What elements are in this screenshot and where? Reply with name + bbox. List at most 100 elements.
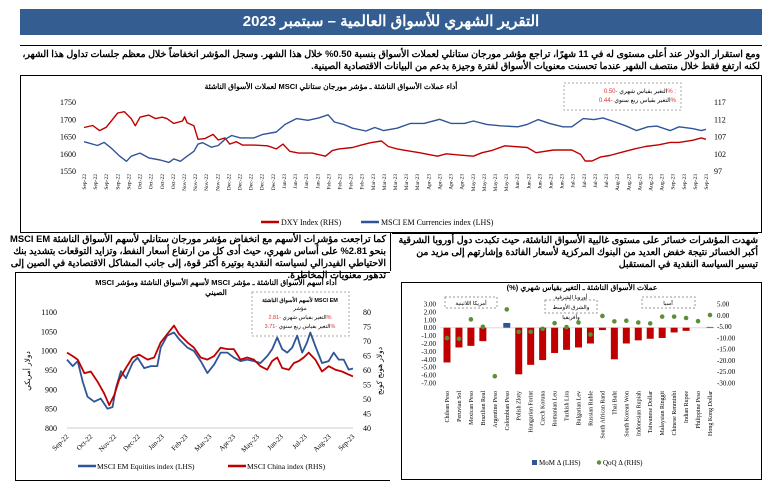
bar-mom xyxy=(706,326,714,328)
y-tick-lhs: 1000 xyxy=(41,347,57,356)
y-tick-lhs: -2.00 xyxy=(421,340,436,348)
category-label: Indonesian Rupiah xyxy=(636,391,642,436)
info-qoq: التغير بقياس ربع سنوي -0.44% xyxy=(599,97,677,104)
y-tick-rhs: 40 xyxy=(363,424,371,433)
region-emea-3: وأفريقيا xyxy=(562,312,580,321)
y-tick-rhs: 70 xyxy=(363,337,371,346)
category-label: Philippine Peso xyxy=(696,391,702,429)
info-box xyxy=(563,82,682,111)
y-axis-title-lhs: دولار أمريكي xyxy=(21,351,32,391)
dot-qoq xyxy=(528,329,533,335)
x-tick-label: Sep-22 xyxy=(115,174,121,190)
category-label: Turkish Lira xyxy=(565,391,571,421)
y-tick-lhs: 1650 xyxy=(60,133,76,142)
x-tick-label: Mar-23 xyxy=(382,174,388,191)
x-tick-label: Apr-23 xyxy=(460,174,466,190)
dot-qoq xyxy=(552,320,557,326)
legend-msci-em-equities: MSCI EM Equities index (LHS) xyxy=(97,462,195,471)
x-tick-label: Aug-23 xyxy=(637,174,643,191)
x-tick-label: Jul-23 xyxy=(593,174,599,188)
x-tick-label: Jun-23 xyxy=(526,174,532,189)
chart-legend: MoM Δ (LHS) QoQ Δ (RHS) xyxy=(532,459,643,467)
x-tick-label: Dec-22 xyxy=(226,174,232,190)
x-tick-label: Sep-23 xyxy=(704,174,710,190)
y-tick-lhs: 900 xyxy=(45,385,57,394)
y-tick-lhs: 800 xyxy=(45,424,57,433)
x-tick-label: Jul-23 xyxy=(582,174,588,188)
bar-mom xyxy=(539,327,547,361)
dot-qoq xyxy=(516,329,522,335)
dot-qoq xyxy=(540,326,545,332)
legend-qoq: QoQ Δ (RHS) xyxy=(603,459,643,467)
equities-commentary: كما تراجعت مؤشرات الأسهم مع انخفاض مؤشر … xyxy=(2,233,391,280)
x-tick-label: Sep-22 xyxy=(93,174,99,190)
y-tick-lhs: 1050 xyxy=(41,327,57,336)
x-tick-label: Oct-22 xyxy=(138,174,144,190)
y-tick-rhs: 112 xyxy=(714,115,726,124)
category-label: Bulgarian Lev xyxy=(577,391,583,426)
region-labels: أمريكا اللاتينية أوروبا الشرقية والشرق ا… xyxy=(444,292,696,321)
x-tick-label: Dec-22 xyxy=(271,174,277,190)
dot-qoq xyxy=(576,320,581,325)
x-tick-label: May-23 xyxy=(240,432,262,454)
x-tick-label: Sep-23 xyxy=(693,174,699,190)
x-tick-label: Feb-23 xyxy=(326,174,332,190)
chart-title: أداء عملات الأسواق الناشئة ـ مؤشر مورجان… xyxy=(205,79,458,92)
x-tick-label: May-23 xyxy=(471,174,477,192)
x-tick-label: Dec-22 xyxy=(260,174,266,190)
x-tick-label: Sep-22 xyxy=(126,174,132,190)
x-tick-label: Dec-22 xyxy=(249,174,255,190)
category-label: Colombian Peso xyxy=(505,391,511,431)
dot-qoq xyxy=(635,320,641,325)
x-tick-label: Sep-23 xyxy=(337,432,357,452)
category-label: Mexican Peso xyxy=(469,391,475,425)
category-label: Hong Kong Dollar xyxy=(708,391,714,436)
em-currencies-bar-chart-panel: عملات الأسواق الناشئة ـ التغير بقياس شهر… xyxy=(401,281,762,480)
x-tick-label: Aug-23 xyxy=(660,174,666,191)
dot-qoq xyxy=(695,318,701,324)
y-tick-lhs: 0.00 xyxy=(424,324,437,332)
bar-mom xyxy=(575,327,582,348)
y-tick-lhs: -7.00 xyxy=(421,380,436,388)
series-line-msci xyxy=(66,331,354,410)
dot-qoq xyxy=(624,318,629,324)
bar-mom xyxy=(622,327,630,344)
y-tick-rhs: 50 xyxy=(363,395,371,404)
x-tick-label: Nov-22 xyxy=(182,174,188,191)
y-tick-rhs: -20.00 xyxy=(717,357,736,365)
y-tick-lhs: -1.00 xyxy=(421,332,436,340)
x-tick-label: Jun-23 xyxy=(560,174,566,189)
x-tick-label: Nov-22 xyxy=(215,174,221,191)
y-tick-rhs: 65 xyxy=(363,352,371,361)
x-tick-label: Sep-23 xyxy=(671,174,677,190)
x-tick-label: Oct-22 xyxy=(149,174,155,190)
x-tick-label: Apr-23 xyxy=(426,174,432,190)
bar-mom xyxy=(598,327,606,331)
bar-mom xyxy=(467,327,475,346)
y-tick-lhs: -3.00 xyxy=(421,348,436,356)
x-tick-label: Mar-23 xyxy=(404,174,410,191)
y-tick-rhs: -5.00 xyxy=(717,323,732,331)
y-tick-rhs: 55 xyxy=(363,381,371,390)
x-tick-label: Apr-23 xyxy=(449,174,455,190)
x-tick-label: Sep-22 xyxy=(104,174,110,190)
x-tick-label: Aug-23 xyxy=(615,174,621,191)
x-tick-label: Sep-22 xyxy=(82,174,88,190)
bar-mom xyxy=(646,327,654,339)
x-tick-label: Nov-22 xyxy=(204,174,210,191)
bar-mom xyxy=(515,327,523,375)
y-tick-rhs: 45 xyxy=(363,410,371,419)
y-tick-lhs: 1600 xyxy=(60,150,76,159)
y-tick-rhs: -25.00 xyxy=(717,368,736,376)
x-tick-label: Feb-23 xyxy=(337,174,343,190)
x-tick-label: Nov-22 xyxy=(193,174,199,191)
dot-qoq xyxy=(468,317,474,322)
series-line-msci xyxy=(83,114,707,164)
y-tick-rhs: 117 xyxy=(714,98,726,107)
em-currencies-chart-panel: أداء عملات الأسواق الناشئة ـ مؤشر مورجان… xyxy=(20,75,762,233)
category-label: Hungarian Forint xyxy=(529,391,535,433)
em-equities-chart: أداء أسهم الأسواق الناشئة ـ مؤشر MSCI لأ… xyxy=(21,275,384,471)
x-tick-label: Dec-22 xyxy=(122,432,143,453)
y-tick-lhs: 2.00 xyxy=(424,308,437,316)
